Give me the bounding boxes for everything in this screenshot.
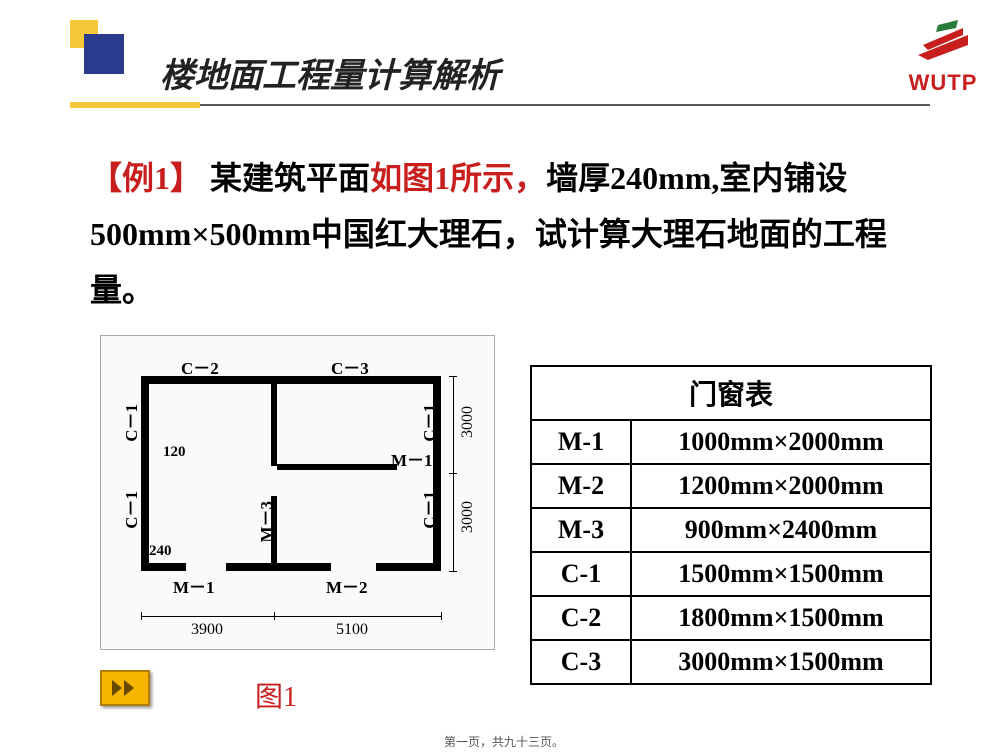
figure-caption: 图1 xyxy=(255,675,297,715)
table-row: M-21200mm×2000mm xyxy=(531,464,931,508)
table-row: M-11000mm×2000mm xyxy=(531,420,931,464)
dim-right-bot: 3000 xyxy=(459,501,477,533)
label-m2: M－2 xyxy=(326,573,368,598)
logo: WUTP xyxy=(908,20,978,96)
text-prefix: 某建筑平面 xyxy=(202,160,370,196)
code-cell: M-1 xyxy=(531,420,631,464)
dim-bot-left: 3900 xyxy=(191,621,223,639)
label-c1-bl: C－1 xyxy=(119,491,144,529)
label-c1-tr: C－1 xyxy=(417,404,442,442)
code-cell: M-2 xyxy=(531,464,631,508)
code-cell: C-1 xyxy=(531,552,631,596)
size-cell: 3000mm×1500mm xyxy=(631,640,931,684)
table-row: C-21800mm×1500mm xyxy=(531,596,931,640)
code-cell: M-3 xyxy=(531,508,631,552)
dim-right-top: 3000 xyxy=(459,406,477,438)
code-cell: C-3 xyxy=(531,640,631,684)
label-m3: M－3 xyxy=(254,501,279,543)
bracket-open: 【 xyxy=(90,160,122,196)
table-row: C-11500mm×1500mm xyxy=(531,552,931,596)
table-title: 门窗表 xyxy=(531,366,931,420)
header-decor xyxy=(70,20,130,80)
label-120: 120 xyxy=(163,444,186,461)
example-label: 例1 xyxy=(122,160,170,196)
label-c3: C－3 xyxy=(331,354,369,379)
forward-icon xyxy=(110,678,140,698)
size-cell: 1500mm×1500mm xyxy=(631,552,931,596)
dim-bot-right: 5100 xyxy=(336,621,368,639)
size-cell: 1800mm×1500mm xyxy=(631,596,931,640)
label-c1-tl: C－1 xyxy=(119,404,144,442)
size-cell: 1000mm×2000mm xyxy=(631,420,931,464)
label-c1-br: C－1 xyxy=(417,491,442,529)
label-240: 240 xyxy=(149,543,172,560)
table-row: M-3900mm×2400mm xyxy=(531,508,931,552)
slide-footer: 第一页，共九十三页。 xyxy=(0,733,1008,750)
label-m1b: M－1 xyxy=(173,573,215,598)
title-underline xyxy=(70,102,930,108)
table-body: M-11000mm×2000mmM-21200mm×2000mmM-3900mm… xyxy=(531,420,931,684)
table-row: C-33000mm×1500mm xyxy=(531,640,931,684)
logo-text: WUTP xyxy=(908,70,978,96)
size-cell: 900mm×2400mm xyxy=(631,508,931,552)
bracket-close: 】 xyxy=(170,160,202,196)
door-window-table: 门窗表 M-11000mm×2000mmM-21200mm×2000mmM-39… xyxy=(530,365,932,685)
red-phrase: 如图1所示， xyxy=(370,160,546,196)
floorplan-figure: C－2 C－3 C－1 C－1 C－1 C－1 M－1 M－1 M－2 M－3 … xyxy=(100,335,495,650)
problem-statement: 【例1】 某建筑平面如图1所示，墙厚240mm,室内铺设500mm×500mm中… xyxy=(90,150,930,318)
label-m1: M－1 xyxy=(391,446,433,471)
label-c2: C－2 xyxy=(181,354,219,379)
next-button[interactable] xyxy=(100,670,150,706)
size-cell: 1200mm×2000mm xyxy=(631,464,931,508)
code-cell: C-2 xyxy=(531,596,631,640)
page-title: 楼地面工程量计算解析 xyxy=(160,48,500,97)
